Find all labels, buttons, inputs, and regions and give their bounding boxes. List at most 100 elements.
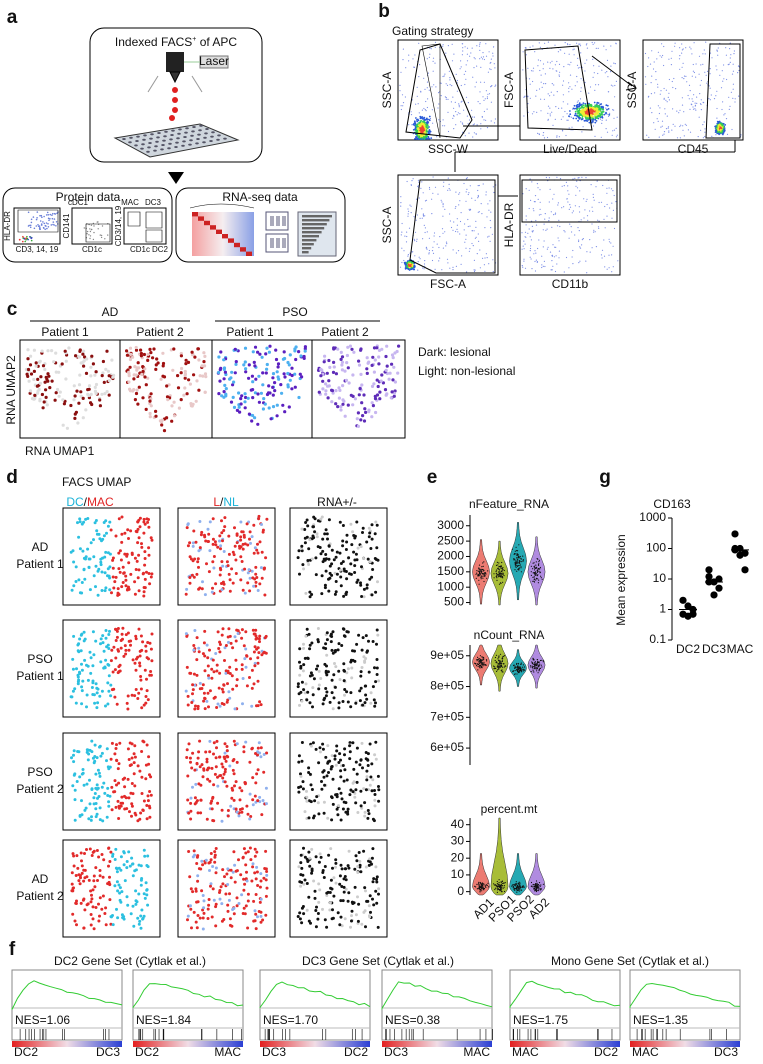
- dot: [351, 403, 354, 406]
- dot: [74, 819, 77, 822]
- well: [142, 139, 146, 141]
- label: CD141: [62, 213, 71, 238]
- dot: [609, 187, 610, 188]
- dot: [592, 107, 594, 109]
- dot: [197, 358, 200, 361]
- dot: [350, 348, 353, 351]
- dot: [149, 412, 152, 415]
- dot: [612, 135, 613, 136]
- dot: [149, 642, 152, 645]
- dot: [39, 227, 41, 229]
- dot: [73, 772, 76, 775]
- dot: [117, 800, 120, 803]
- dot: [112, 671, 115, 674]
- dot: [665, 113, 666, 114]
- dot: [203, 630, 206, 633]
- dot: [455, 102, 456, 103]
- dot: [352, 551, 355, 554]
- dot: [558, 220, 559, 221]
- dot: [704, 136, 705, 137]
- dot: [704, 121, 705, 122]
- dot: [543, 83, 544, 84]
- dot: [249, 793, 252, 796]
- dot: [581, 219, 582, 220]
- dot: [212, 538, 215, 541]
- dot: [693, 64, 694, 65]
- dot: [257, 589, 260, 592]
- dot: [82, 772, 85, 775]
- dot: [207, 692, 210, 695]
- dot: [653, 68, 654, 69]
- dot: [253, 361, 256, 364]
- dot: [258, 401, 261, 404]
- dot: [202, 700, 205, 703]
- dot: [325, 570, 328, 573]
- dot: [143, 800, 146, 803]
- dot: [594, 122, 596, 124]
- dot: [147, 526, 150, 529]
- dot: [729, 109, 730, 110]
- dot: [569, 224, 570, 225]
- dot: [86, 233, 87, 234]
- dot: [671, 130, 672, 131]
- dot: [345, 379, 348, 382]
- dot: [418, 76, 419, 77]
- dot: [224, 371, 227, 374]
- dot: [679, 58, 680, 59]
- dot: [117, 627, 120, 630]
- dot: [553, 84, 554, 85]
- dot: [289, 379, 292, 382]
- heat-cell: [210, 225, 216, 229]
- dot: [235, 780, 238, 783]
- dot: [732, 74, 733, 75]
- dot: [131, 782, 134, 785]
- dot: [656, 58, 657, 59]
- dot: [75, 390, 78, 393]
- dot: [155, 357, 158, 360]
- dot: [216, 546, 219, 549]
- dot: [87, 679, 90, 682]
- dot: [522, 267, 523, 268]
- dot: [149, 351, 152, 354]
- dot: [203, 355, 206, 358]
- dot: [555, 119, 556, 120]
- dot: [606, 49, 607, 50]
- dot: [557, 225, 558, 226]
- dot: [465, 239, 466, 240]
- dot: [258, 796, 261, 799]
- dot: [536, 225, 537, 226]
- dot: [180, 367, 183, 370]
- head-part: NL: [223, 495, 239, 509]
- dot: [347, 404, 350, 407]
- dot: [339, 552, 342, 555]
- dot: [192, 688, 195, 691]
- dot: [127, 537, 130, 540]
- dot: [256, 656, 259, 659]
- dot: [566, 120, 567, 121]
- dot: [88, 234, 89, 235]
- dot: [599, 202, 600, 203]
- dot: [238, 406, 241, 409]
- dot: [326, 638, 329, 641]
- dot: [469, 209, 470, 210]
- dot: [730, 62, 731, 63]
- dot: [411, 124, 412, 125]
- dot: [36, 390, 39, 393]
- dot: [203, 692, 206, 695]
- dot: [679, 126, 680, 127]
- dot: [585, 109, 587, 111]
- dot: [216, 664, 219, 667]
- dot: [148, 582, 151, 585]
- dot: [452, 97, 453, 98]
- dot: [115, 743, 118, 746]
- dot: [108, 521, 111, 524]
- dot: [244, 360, 247, 363]
- dot: [77, 682, 80, 685]
- dot: [104, 368, 107, 371]
- dot: [136, 697, 139, 700]
- well: [129, 137, 133, 139]
- dot: [224, 394, 227, 397]
- dot: [608, 108, 610, 110]
- dot: [740, 134, 741, 135]
- dot: [562, 130, 563, 131]
